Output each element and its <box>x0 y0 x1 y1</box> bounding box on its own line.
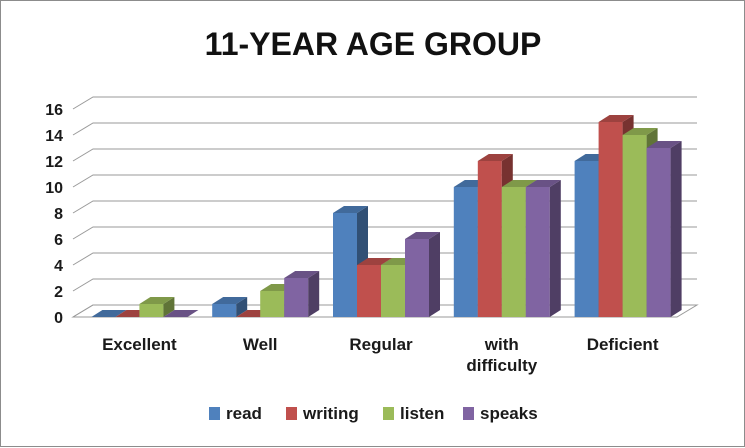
bar-front <box>405 239 429 317</box>
bar-front <box>284 278 308 317</box>
x-tick-label: Regular <box>349 335 413 354</box>
legend-label: speaks <box>480 404 538 423</box>
bar-front <box>575 161 599 317</box>
y-tick-label: 2 <box>54 284 63 301</box>
x-tick-label: Well <box>243 335 278 354</box>
y-tick-label: 10 <box>45 180 63 197</box>
x-tick-label-line: with <box>484 335 519 354</box>
legend-item: writing <box>286 404 359 423</box>
bar-front <box>599 122 623 317</box>
bar-front <box>502 187 526 317</box>
legend-swatch <box>209 407 220 420</box>
x-tick-label-line: Deficient <box>587 335 659 354</box>
bar <box>405 232 440 317</box>
legend-item: read <box>209 404 262 423</box>
y-tick-label: 8 <box>54 206 63 223</box>
legend-item: speaks <box>463 404 538 423</box>
x-tick-label: Deficient <box>587 335 659 354</box>
y-tick-label: 12 <box>45 154 63 171</box>
bar <box>526 180 561 317</box>
legend-swatch <box>463 407 474 420</box>
bar-front <box>623 135 647 317</box>
bar-front <box>381 265 405 317</box>
x-tick-label-line: Regular <box>349 335 413 354</box>
bar-front <box>139 304 163 317</box>
bar <box>647 141 682 317</box>
bar-side <box>429 232 440 317</box>
bar-side <box>550 180 561 317</box>
x-tick-label-line: Well <box>243 335 278 354</box>
bar-side <box>308 271 319 317</box>
bar-front <box>260 291 284 317</box>
x-axis-labels: Excellent Well Regular with difficulty Defici… <box>102 335 659 375</box>
legend-label: writing <box>302 404 359 423</box>
chart-title: 11-YEAR AGE GROUP <box>205 26 542 62</box>
legend-swatch <box>383 407 394 420</box>
legend-label: listen <box>400 404 444 423</box>
bar-front <box>647 148 671 317</box>
x-tick-label-line: Excellent <box>102 335 177 354</box>
y-tick-label: 14 <box>45 128 63 145</box>
legend-label: read <box>226 404 262 423</box>
bar-front <box>357 265 381 317</box>
y-tick-label: 6 <box>54 232 63 249</box>
bar-front <box>478 161 502 317</box>
x-tick-label-line: difficulty <box>466 356 537 375</box>
x-tick-label: Excellent <box>102 335 177 354</box>
y-tick-label: 0 <box>54 310 63 327</box>
bar-side <box>671 141 682 317</box>
y-tick-label: 16 <box>45 102 63 119</box>
bar-front <box>212 304 236 317</box>
legend: read writing listen speaks <box>209 404 538 423</box>
bar <box>284 271 319 317</box>
legend-item: listen <box>383 404 444 423</box>
bar-front <box>526 187 550 317</box>
y-axis-ticks: 0 2 4 6 8 10 12 14 16 <box>45 102 63 327</box>
legend-swatch <box>286 407 297 420</box>
bar-front <box>454 187 478 317</box>
y-tick-label: 4 <box>54 258 63 275</box>
bar-front <box>333 213 357 317</box>
x-tick-label: with difficulty <box>466 335 537 375</box>
